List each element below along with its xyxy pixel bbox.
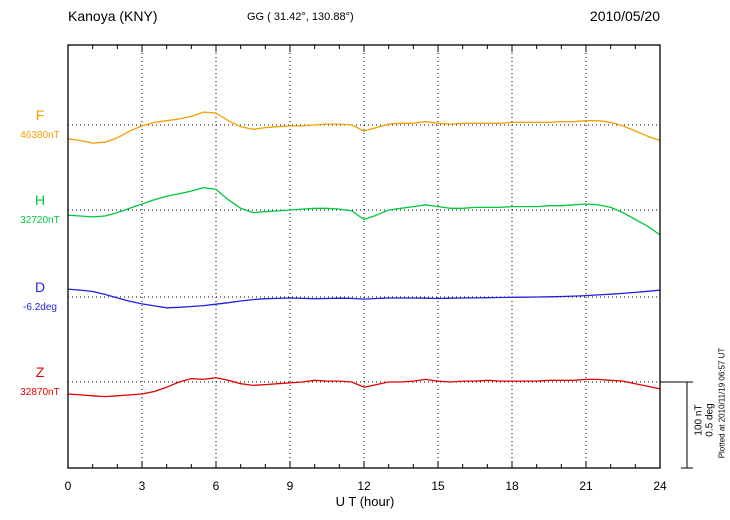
scale-bar-nt-label: 100 nT (693, 404, 705, 436)
plotted-timestamp: Plotted at 2010/11/19 06:57 UT (717, 347, 727, 459)
trace-baseline-value-D: -6.2deg (23, 302, 57, 313)
x-tick-label: 3 (139, 479, 146, 493)
trace-baseline-value-Z: 32870nT (20, 387, 59, 398)
x-tick-label: 15 (431, 479, 445, 493)
observation-date: 2010/05/20 (589, 8, 660, 24)
trace-F (67, 111, 661, 144)
x-tick-label: 9 (287, 479, 294, 493)
trace-D (67, 288, 661, 309)
trace-baseline-value-F: 46380nT (20, 130, 59, 141)
trace-label-H: H (35, 192, 45, 208)
trace-label-F: F (36, 107, 45, 123)
x-tick-label: 24 (653, 479, 667, 493)
x-tick-label: 18 (505, 479, 519, 493)
x-tick-label: 21 (579, 479, 593, 493)
trace-baseline-value-H: 32720nT (20, 215, 59, 226)
x-tick-label: 12 (357, 479, 371, 493)
trace-label-D: D (35, 279, 45, 295)
x-axis-title: U T (hour) (335, 494, 395, 509)
scale-bar-deg-label: 0.5 deg (704, 403, 716, 437)
trace-Z (67, 377, 661, 398)
station-title: Kanoya (KNY) (68, 8, 158, 24)
plot-frame (67, 44, 661, 469)
geographic-coordinates: GG ( 31.42°, 130.88°) (247, 11, 354, 23)
x-tick-label: 6 (213, 479, 220, 493)
trace-H (67, 186, 661, 236)
trace-label-Z: Z (36, 364, 45, 380)
x-tick-label: 0 (65, 479, 72, 493)
